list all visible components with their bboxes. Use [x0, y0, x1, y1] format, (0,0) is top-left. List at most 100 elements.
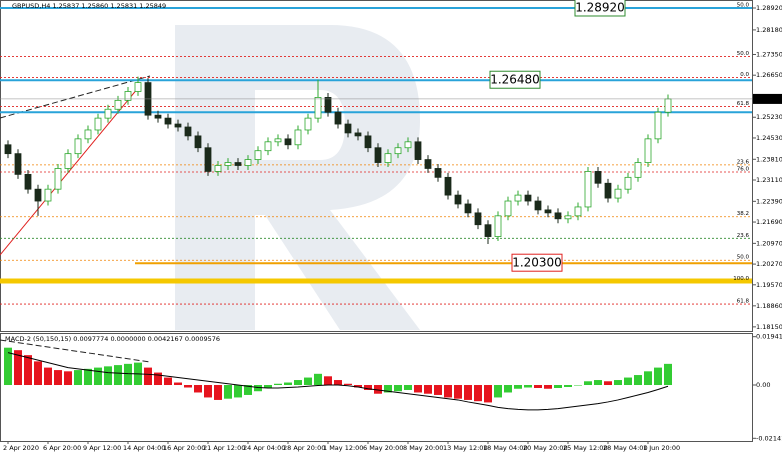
- macd-y-tick-label: -0.0214163: [756, 434, 782, 442]
- candle-body: [274, 138, 282, 143]
- macd-bar: [394, 385, 402, 392]
- candle-body: [44, 188, 52, 202]
- macd-bar: [174, 382, 182, 386]
- x-tick-label: 28 Apr 20:00: [283, 444, 325, 452]
- candle-body: [64, 153, 72, 169]
- macd-bar: [664, 363, 672, 386]
- y-tick-label: 1.20970: [756, 239, 782, 247]
- macd-bar: [324, 376, 332, 386]
- macd-bar: [184, 385, 192, 388]
- macd-bar: [474, 385, 482, 402]
- candle-body: [444, 176, 452, 196]
- y-tick-label: 1.24530: [756, 134, 782, 142]
- macd-bar: [144, 367, 152, 386]
- candle-body: [644, 138, 652, 163]
- macd-bar: [4, 347, 12, 386]
- candle-body: [334, 111, 342, 125]
- candle-body: [464, 203, 472, 214]
- macd-bar: [484, 385, 492, 403]
- level-label: 1.26480: [490, 73, 540, 87]
- candle-body: [364, 135, 372, 149]
- candle-body: [394, 147, 402, 155]
- candle-body: [344, 123, 352, 134]
- trend-line: [0, 87, 139, 256]
- candle-body: [214, 165, 222, 172]
- macd-bar: [54, 370, 62, 386]
- macd-bar: [154, 372, 162, 386]
- macd-bar: [404, 385, 412, 390]
- candle-body: [4, 144, 12, 155]
- macd-bar: [464, 385, 472, 400]
- candle-body: [74, 138, 82, 155]
- macd-bar: [494, 385, 502, 398]
- macd-bar: [94, 367, 102, 386]
- candle-body: [564, 215, 572, 220]
- fib-label: 0.0: [740, 72, 749, 78]
- y-tick-label: 1.18860: [756, 302, 782, 310]
- macd-bar: [114, 365, 122, 386]
- candle-body: [434, 168, 442, 178]
- macd-bar: [364, 385, 372, 390]
- candle-body: [114, 99, 122, 110]
- candle-body: [254, 150, 262, 160]
- macd-bar: [384, 385, 392, 393]
- macd-bar: [354, 385, 362, 388]
- macd-bar: [234, 385, 242, 398]
- candle-body: [304, 117, 312, 131]
- macd-bar: [344, 383, 352, 386]
- macd-bar: [224, 385, 232, 399]
- candle-body: [154, 114, 162, 119]
- macd-bar: [624, 377, 632, 386]
- candle-body: [54, 168, 62, 190]
- candle-body: [134, 82, 142, 92]
- macd-bar: [504, 385, 512, 393]
- x-tick-label: 13 May 12:00: [443, 444, 488, 452]
- macd-bar: [374, 385, 382, 394]
- trend-line: [0, 75, 151, 119]
- macd-bar: [304, 377, 312, 386]
- fib-label: 100.0: [733, 276, 749, 282]
- candle-body: [244, 159, 252, 166]
- macd-bar: [284, 382, 292, 386]
- candle-body: [194, 135, 202, 149]
- macd-bar: [164, 377, 172, 386]
- macd-bar: [194, 385, 202, 393]
- x-tick-label: 8 May 20:00: [403, 444, 443, 452]
- candle-body: [264, 141, 272, 152]
- fib-label: 50.0: [737, 2, 750, 8]
- macd-bar: [64, 371, 72, 386]
- level-label-box: [574, 0, 626, 17]
- y-tick-label: 1.25230: [756, 113, 782, 121]
- y-tick-label: 1.26650: [756, 71, 782, 79]
- candle-body: [294, 129, 302, 146]
- level-label: 1.28920: [575, 0, 625, 14]
- main-panel: [0, 0, 753, 332]
- macd-bar: [574, 385, 582, 386]
- x-tick-label: 18 May 04:00: [483, 444, 528, 452]
- level-label-box: [489, 70, 541, 89]
- candle-body: [634, 162, 642, 178]
- x-tick-label: 25 May 12:00: [563, 444, 608, 452]
- y-tick-label: 1.20270: [756, 260, 782, 268]
- level-label: 1.20300: [512, 256, 562, 270]
- candle-body: [534, 200, 542, 211]
- x-tick-label: 14 Apr 04:00: [123, 444, 165, 452]
- x-tick-label: 16 Apr 20:00: [163, 444, 205, 452]
- candle-body: [494, 215, 502, 237]
- y-tick-label: 1.21690: [756, 218, 782, 226]
- macd-bar: [644, 371, 652, 386]
- macd-bar: [604, 381, 612, 386]
- candle-body: [34, 188, 42, 202]
- candle-body: [474, 212, 482, 226]
- fib-label: 76.0: [737, 167, 750, 173]
- candle-body: [504, 200, 512, 217]
- current-price-label: 1.25849: [755, 95, 782, 103]
- y-tick-label: 1.28180: [756, 26, 782, 34]
- macd-y-tick-label: 0.0194193: [756, 333, 782, 341]
- candle-body: [174, 123, 182, 128]
- macd-bar: [414, 385, 422, 393]
- candle-body: [314, 97, 322, 119]
- x-tick-label: 21 Apr 12:00: [203, 444, 245, 452]
- x-tick-label: 6 May 20:00: [363, 444, 403, 452]
